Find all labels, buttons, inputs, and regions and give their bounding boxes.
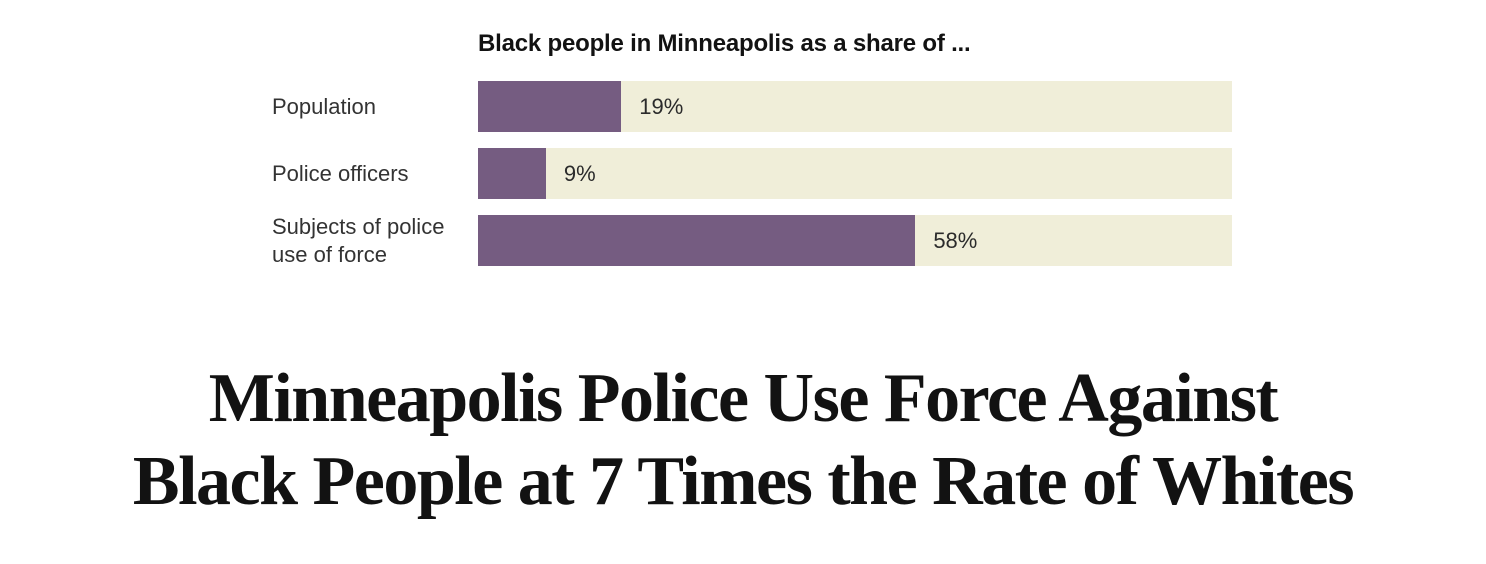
bar-chart: Black people in Minneapolis as a share o… (0, 0, 1232, 267)
bar-track: 9% (478, 148, 1232, 199)
value-label: 58% (933, 227, 978, 253)
chart-rows: Population 19% Police officers 9% Subjec… (272, 81, 1232, 267)
value-label: 9% (563, 160, 596, 186)
category-label: Subjects of police use of force (272, 213, 445, 267)
bar-fill (478, 215, 916, 266)
headline-line-2: Black People at 7 Times the Rate of Whit… (132, 442, 1355, 520)
headline-line-1: Minneapolis Police Use Force Against (208, 360, 1279, 437)
category-label: Population (272, 93, 376, 119)
bar-track: 19% (478, 81, 1232, 132)
value-label: 19% (639, 93, 684, 119)
chart-row-police-officers: Police officers 9% (272, 148, 1232, 199)
bar-fill (478, 148, 546, 199)
chart-row-use-of-force: Subjects of police use of force 58% (272, 213, 1232, 267)
chart-row-population: Population 19% (272, 81, 1232, 132)
bar-track: 58% (478, 215, 1232, 266)
category-label: Police officers (272, 160, 409, 186)
bar-fill (478, 81, 622, 132)
chart-title: Black people in Minneapolis as a share o… (478, 30, 971, 57)
headline: Minneapolis Police Use Force Against Bla… (0, 358, 1486, 523)
